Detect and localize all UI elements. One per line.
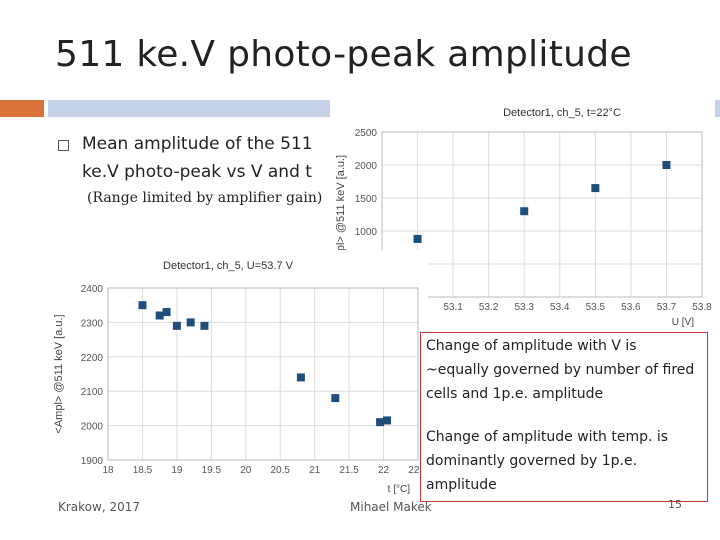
y-tick-label: 2200 — [81, 353, 104, 364]
y-axis-label: <Ampl> @511 keV [a.u.] — [53, 314, 65, 433]
x-tick-label: 22.5 — [408, 465, 428, 476]
data-point — [172, 321, 181, 330]
data-point — [520, 207, 529, 216]
footer-location: Krakow, 2017 — [58, 500, 141, 514]
x-axis-label: U [V] — [672, 317, 694, 328]
temperature-note: Change of amplitude with temp. is domina… — [426, 429, 669, 493]
data-point — [413, 234, 422, 243]
y-tick-label: 2300 — [81, 318, 104, 329]
x-tick-label: 19 — [171, 465, 183, 476]
y-axis-label: <Ampl> @511 keV [a.u.] — [335, 155, 347, 274]
x-tick-label: 53.4 — [550, 302, 570, 313]
x-tick-label: 21 — [309, 465, 321, 476]
note-box — [420, 332, 708, 502]
slide-title: 511 ke.V photo-peak amplitude — [55, 34, 632, 75]
data-point — [591, 184, 600, 193]
footer-author: Mihael Makek — [350, 500, 432, 514]
y-tick-label: 2500 — [355, 128, 378, 139]
data-point — [155, 311, 164, 320]
voltage-note: Change of amplitude with V is ~equally g… — [426, 338, 695, 402]
data-point — [138, 301, 147, 310]
x-tick-label: 53.7 — [657, 302, 677, 313]
page-number: 15 — [668, 498, 682, 511]
x-tick-label: 53.5 — [586, 302, 606, 313]
x-tick-label: 53.2 — [479, 302, 499, 313]
x-tick-label: 19.5 — [202, 465, 222, 476]
bullet-text: Mean amplitude of the 511 ke.V photo-pea… — [82, 134, 313, 182]
x-tick-label: 53.8 — [692, 302, 712, 313]
y-tick-label: 1500 — [355, 194, 378, 205]
plot-frame — [381, 131, 703, 298]
data-point — [296, 373, 305, 382]
chart-svg: Detector1, ch_5, U=53.7 V 18 18.5 19 19.5 20 2… — [48, 250, 428, 500]
amplitude-vs-temperature-chart: Detector1, ch_5, U=53.7 V 18 18.5 19 19.5 20 2… — [48, 250, 428, 500]
x-tick-label: 53.1 — [443, 302, 463, 313]
x-tick-label: 20 — [240, 465, 252, 476]
y-tick-label: 2000 — [81, 422, 104, 433]
y-tick-label: 2400 — [81, 284, 104, 295]
data-point — [662, 161, 671, 169]
x-tick-label: 21.5 — [339, 465, 359, 476]
y-tick-label: 1900 — [81, 456, 104, 467]
range-note: (Range limited by amplifier gain) — [87, 190, 323, 206]
accent-bar — [0, 100, 44, 117]
x-tick-label: 22 — [378, 465, 390, 476]
x-tick-label: 18.5 — [133, 465, 153, 476]
x-tick-label: 20.5 — [270, 465, 290, 476]
chart-background — [48, 250, 428, 500]
y-tick-label: 2100 — [81, 387, 104, 398]
x-tick-label: 53.6 — [621, 302, 641, 313]
data-point — [200, 321, 209, 330]
data-point — [162, 308, 171, 317]
data-point — [376, 418, 385, 427]
data-point — [331, 394, 340, 403]
x-tick-label: 18 — [102, 465, 114, 476]
y-tick-label: 1000 — [355, 227, 378, 238]
plot-frame — [107, 287, 419, 461]
x-tick-label: 53.3 — [514, 302, 534, 313]
chart-title: Detector1, ch_5, U=53.7 V — [163, 260, 294, 272]
data-point — [383, 416, 391, 425]
y-tick-label: 2000 — [355, 161, 378, 172]
data-point — [186, 318, 195, 327]
bullet-square-icon — [58, 140, 69, 151]
chart-title: Detector1, ch_5, t=22°C — [503, 107, 621, 119]
x-axis-label: t [°C] — [388, 484, 411, 495]
